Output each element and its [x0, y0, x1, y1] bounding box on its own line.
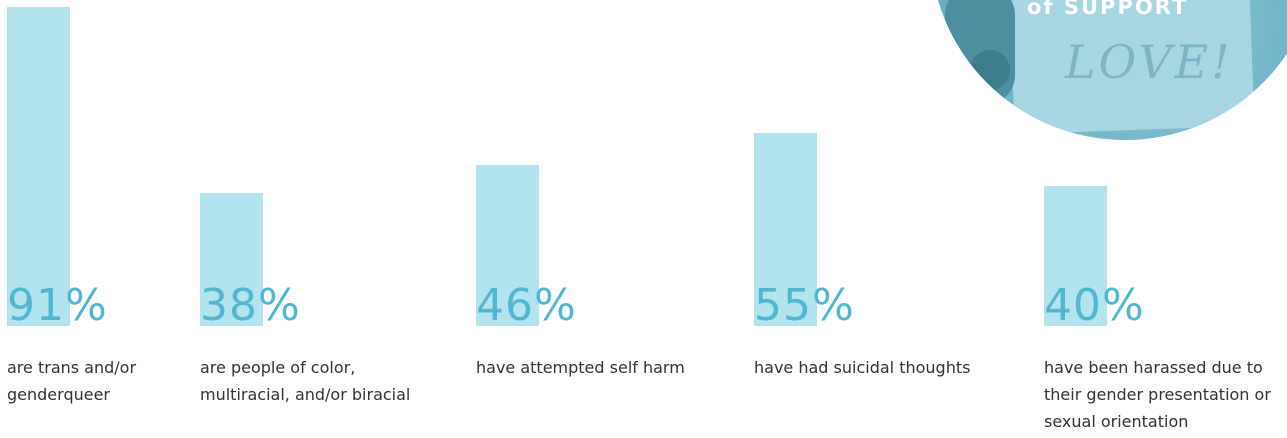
- hand-fist: [970, 50, 1010, 90]
- bar-1: [7, 7, 70, 326]
- value-label-4: 55%: [754, 280, 855, 331]
- value-label-1: 91%: [7, 280, 108, 331]
- sign-top-text: of SUPPORT: [1027, 0, 1189, 19]
- value-label-5: 40%: [1044, 280, 1145, 331]
- category-label-1: are trans and/or genderqueer: [7, 358, 137, 404]
- bar-3: [476, 165, 539, 326]
- bar-5: [1044, 186, 1107, 326]
- category-label-5: have been harassed due to their gender p…: [1044, 358, 1271, 431]
- category-label-2: are people of color, multiracial, and/or…: [200, 358, 411, 404]
- category-label-3: have attempted self harm: [476, 358, 685, 377]
- bar-2: [200, 193, 263, 326]
- value-label-3: 46%: [476, 280, 577, 331]
- sign-love-text: LOVE!: [1065, 35, 1233, 89]
- category-label-4: have had suicidal thoughts: [754, 358, 971, 377]
- value-label-2: 38%: [200, 280, 301, 331]
- bar-4: [754, 133, 817, 326]
